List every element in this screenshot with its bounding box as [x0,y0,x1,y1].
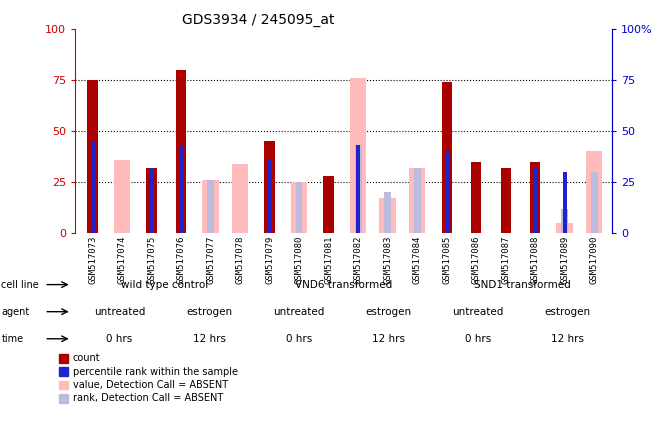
Bar [409,168,426,233]
Text: 12 hrs: 12 hrs [193,334,226,344]
Bar [557,223,573,233]
Text: 0 hrs: 0 hrs [107,334,133,344]
Text: SND1 transformed: SND1 transformed [474,280,571,289]
Text: agent: agent [1,307,29,317]
Bar [291,182,307,233]
Bar [561,209,568,233]
Text: untreated: untreated [452,307,503,317]
Text: estrogen: estrogen [365,307,411,317]
Bar [202,180,219,233]
Bar [586,151,602,233]
Text: 12 hrs: 12 hrs [372,334,405,344]
Bar [87,80,98,233]
Bar [355,145,361,233]
Bar [380,198,396,233]
Text: untreated: untreated [94,307,145,317]
Bar [501,168,511,233]
Text: estrogen: estrogen [186,307,232,317]
Text: time: time [1,334,23,344]
Text: GDS3934 / 245095_at: GDS3934 / 245095_at [182,13,335,28]
Text: count: count [73,353,100,363]
Bar [591,172,598,233]
Bar [114,159,130,233]
Text: wild type control: wild type control [120,280,208,289]
Bar [530,162,540,233]
Text: cell line: cell line [1,280,39,289]
Bar [562,172,566,233]
Bar [296,182,303,233]
Bar [414,168,421,233]
Bar [533,168,537,233]
Bar [150,168,154,233]
Bar [232,164,249,233]
Bar [350,78,367,233]
Bar [179,145,183,233]
Bar [176,70,186,233]
Text: 0 hrs: 0 hrs [286,334,312,344]
Text: VND6 transformed: VND6 transformed [295,280,392,289]
Bar [356,145,360,233]
Bar [268,159,271,233]
Bar [207,180,214,233]
Text: rank, Detection Call = ABSENT: rank, Detection Call = ABSENT [73,393,223,403]
Bar [264,141,275,233]
Text: 12 hrs: 12 hrs [551,334,584,344]
Bar [324,176,334,233]
Bar [445,151,449,233]
Text: untreated: untreated [273,307,324,317]
Text: 0 hrs: 0 hrs [465,334,491,344]
Text: value, Detection Call = ABSENT: value, Detection Call = ABSENT [73,380,228,390]
Bar [441,82,452,233]
Bar [471,162,481,233]
Text: estrogen: estrogen [544,307,590,317]
Bar [384,192,391,233]
Bar [90,141,94,233]
Text: percentile rank within the sample: percentile rank within the sample [73,367,238,377]
Bar [146,168,157,233]
